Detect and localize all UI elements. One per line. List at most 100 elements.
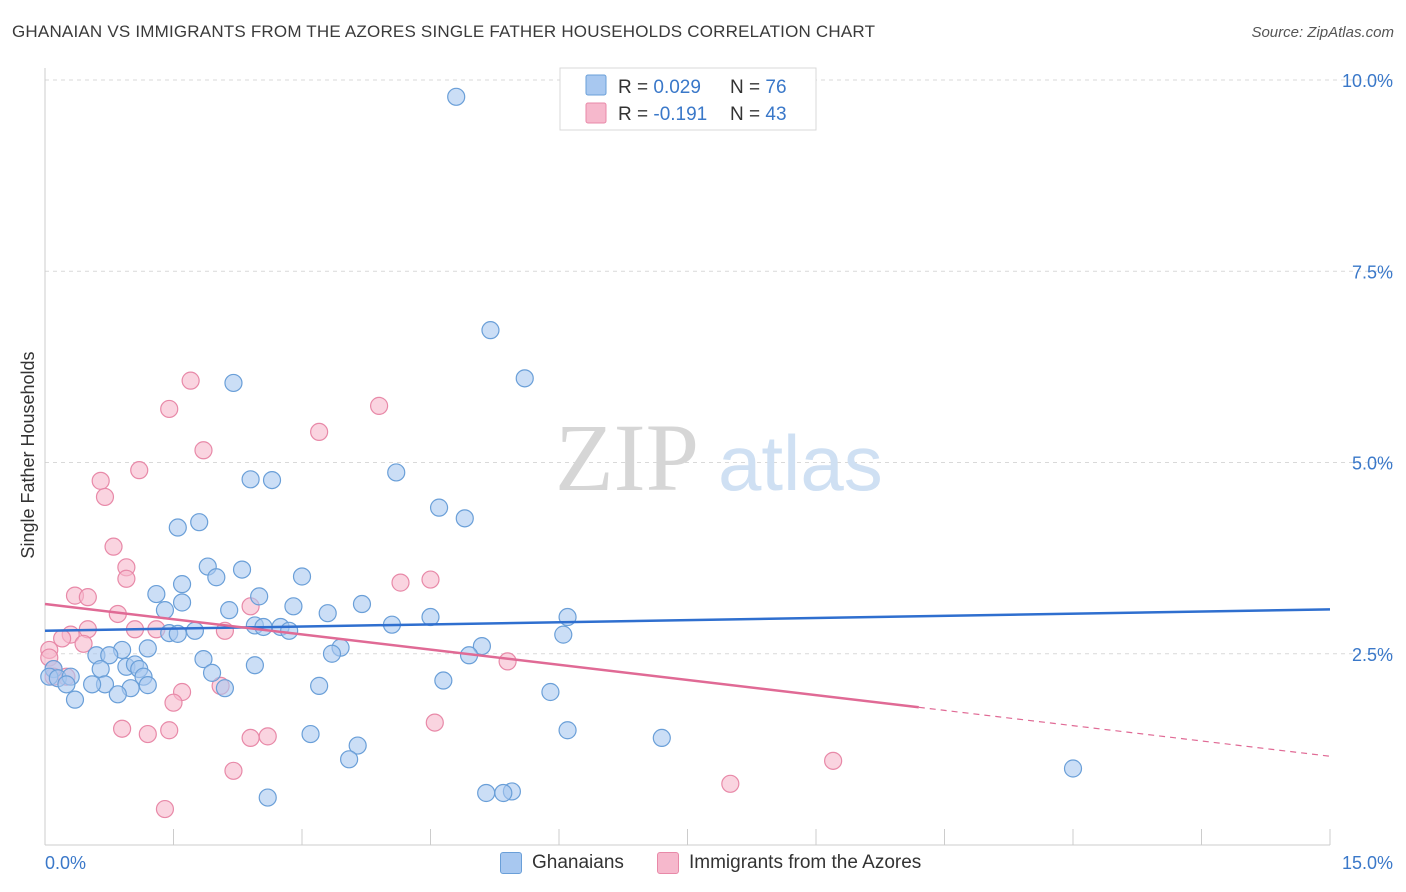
- watermark-atlas: atlas: [718, 419, 883, 507]
- ghanaian-point: [185, 621, 205, 640]
- azores-point: [117, 569, 136, 588]
- y-tick-label: 2.5%: [1352, 645, 1393, 665]
- legend-label-azores: Immigrants from the Azores: [689, 852, 922, 873]
- ghanaian-point: [65, 690, 85, 709]
- ghanaian-point: [455, 509, 474, 528]
- azores-point: [721, 774, 740, 793]
- azores-point: [224, 761, 243, 780]
- ghanaian-point: [194, 650, 213, 669]
- axis-layer: 2.5% 5.0% 7.5% 10.0% 0.0% 15.0%: [44, 68, 1393, 873]
- ghanaian-point: [322, 644, 342, 663]
- azores-point: [104, 537, 123, 556]
- legend-r-value-2: -0.191: [653, 104, 707, 125]
- azores-point: [138, 724, 157, 744]
- y-tick-label: 5.0%: [1352, 454, 1393, 474]
- ghanaian-point: [91, 659, 110, 679]
- legend-swatch-pink: [585, 102, 607, 124]
- watermark: ZIP atlas: [555, 404, 883, 511]
- ghanaian-point: [280, 621, 299, 640]
- legend-n-value-1: 76: [765, 77, 786, 98]
- ghanaian-point: [541, 682, 560, 702]
- legend-item-azores: Immigrants from the Azores: [657, 852, 921, 874]
- ghanaian-point: [348, 736, 367, 755]
- ghanaian-point: [147, 584, 166, 604]
- chart-source: Source: ZipAtlas.com: [1251, 24, 1394, 41]
- azores-point: [391, 573, 410, 592]
- ghanaian-trendline: [44, 608, 1331, 633]
- watermark-zip: ZIP: [555, 404, 699, 511]
- legend-n-value-2: 43: [765, 104, 786, 125]
- azores-point: [258, 727, 277, 746]
- legend-r-value-1: 0.029: [653, 77, 701, 98]
- trend-layer: [44, 602, 1331, 757]
- ghanaian-point: [292, 567, 312, 586]
- ghanaian-point: [262, 470, 282, 490]
- azores-point: [310, 422, 329, 441]
- azores-point: [160, 399, 179, 419]
- ghanaian-point: [477, 783, 496, 803]
- chart-title: GHANAIAN VS IMMIGRANTS FROM THE AZORES S…: [12, 22, 876, 41]
- ghanaian-point: [387, 463, 406, 482]
- azores-point: [425, 713, 444, 732]
- azores-point: [160, 721, 179, 740]
- ghanaian-point: [224, 373, 243, 393]
- ghanaian-point: [57, 675, 76, 694]
- ghanaian-point: [100, 646, 119, 665]
- ghanaian-point: [1063, 759, 1083, 778]
- azores-trendline-extension: [918, 706, 1331, 757]
- legend-item-ghanaians: Ghanaians: [500, 852, 624, 874]
- legend-swatch-azores: [657, 852, 679, 874]
- ghanaian-point: [155, 601, 175, 620]
- legend-label-ghanaians: Ghanaians: [532, 852, 624, 873]
- azores-point: [194, 441, 213, 460]
- ghanaian-point: [258, 788, 277, 807]
- azores-point: [95, 487, 115, 507]
- azores-point: [155, 799, 175, 819]
- ghanaian-point: [138, 639, 157, 658]
- ghanaian-point: [202, 663, 222, 682]
- ghanaian-point: [250, 587, 269, 606]
- svg-text:N = 43: N = 43: [730, 104, 787, 125]
- ghanaian-point: [421, 607, 440, 627]
- ghanaian-point: [108, 685, 127, 704]
- ghanaian-point: [207, 568, 226, 587]
- ghanaian-point: [447, 87, 466, 106]
- legend-swatch-blue: [585, 74, 607, 96]
- legend-r-label-2: R =: [618, 104, 653, 125]
- points-layer: [40, 87, 1083, 819]
- azores-point: [498, 652, 517, 671]
- ghanaian-point: [310, 676, 329, 695]
- ghanaian-point: [190, 513, 209, 532]
- azores-point: [824, 751, 843, 770]
- ghanaian-point: [554, 625, 573, 644]
- legend-n-label-2: N =: [730, 104, 765, 125]
- ghanaian-point: [172, 575, 192, 594]
- y-axis-label: Single Father Households: [18, 351, 38, 558]
- ghanaian-point: [494, 783, 513, 803]
- legend-r-label-1: R =: [618, 77, 653, 98]
- ghanaian-point: [83, 675, 102, 694]
- ghanaian-point: [138, 676, 157, 695]
- ghanaian-point: [172, 593, 192, 612]
- ghanaian-point: [429, 498, 449, 517]
- ghanaian-point: [434, 671, 453, 690]
- azores-point: [421, 570, 440, 589]
- legend-top: R = 0.029 N = 76 R = -0.191 N = 43: [559, 67, 817, 131]
- azores-point: [112, 719, 132, 738]
- ghanaian-point: [558, 721, 577, 740]
- legend-swatch-ghanaians: [500, 852, 522, 874]
- ghanaian-point: [515, 369, 534, 388]
- ghanaian-point: [241, 470, 260, 489]
- ghanaian-point: [232, 560, 252, 579]
- ghanaian-point: [318, 604, 337, 623]
- ghanaian-point: [652, 728, 671, 748]
- azores-point: [241, 728, 260, 748]
- ghanaian-point: [168, 518, 187, 537]
- ghanaian-point: [340, 750, 359, 769]
- ghanaian-point: [284, 597, 303, 616]
- ghanaian-point: [245, 656, 264, 675]
- azores-point: [370, 396, 389, 415]
- azores-point: [74, 634, 93, 653]
- svg-text:R = -0.191: R = -0.191: [618, 104, 707, 125]
